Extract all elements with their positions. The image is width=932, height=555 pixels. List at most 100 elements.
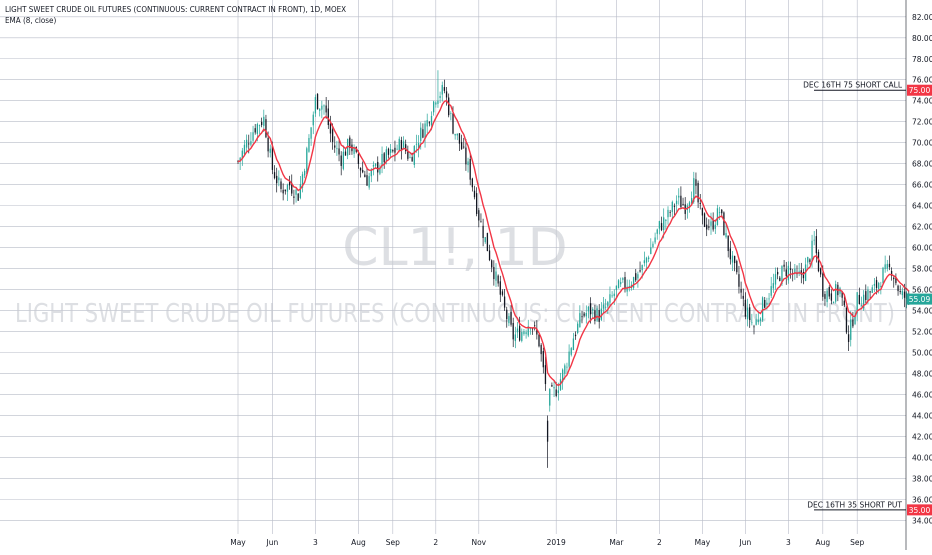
candle-body (761, 297, 764, 321)
candle-body (344, 151, 347, 156)
watermark-description: LIGHT SWEET CRUDE OIL FUTURES (CONTINUOU… (15, 299, 895, 329)
candle-body (555, 389, 557, 396)
candle-body (598, 310, 600, 322)
candle-body (693, 178, 695, 202)
candle-body (415, 143, 418, 145)
candle-body (701, 207, 704, 216)
candle-body (759, 318, 762, 321)
candle-body (452, 113, 454, 134)
candle-body (880, 285, 882, 287)
candle-body (430, 116, 433, 126)
price-tick-label: 74.00 (912, 97, 932, 106)
candle-body (835, 284, 837, 302)
candle-body (396, 148, 398, 150)
candle-body (665, 219, 667, 222)
candle-body (437, 100, 439, 104)
candle-body (628, 286, 630, 287)
candle-body (906, 292, 908, 299)
candle-body (888, 263, 891, 268)
price-tick-label: 72.00 (912, 118, 932, 127)
candle-body (523, 331, 525, 335)
candle-body (321, 105, 323, 110)
candle-body (263, 116, 265, 126)
candle-body (301, 174, 304, 188)
candle-body (433, 101, 435, 113)
candle-body (807, 257, 809, 263)
watermark-symbol: CL1!, 1D (342, 218, 567, 278)
candle-body (428, 122, 430, 124)
price-tick-label: 80.00 (912, 34, 932, 43)
candle-body (725, 233, 727, 238)
indicator-legend[interactable]: EMA (8, close) (5, 16, 57, 25)
candle-body (491, 260, 493, 268)
candle-body (327, 108, 329, 126)
candle-body (383, 153, 385, 163)
candle-body (850, 319, 852, 340)
candle-body (265, 119, 267, 138)
candle-body (314, 97, 317, 114)
candle-body (617, 280, 620, 289)
time-tick-label: Sep (850, 538, 864, 547)
candle-body (325, 105, 327, 113)
candle-body (592, 308, 594, 311)
candle-body (353, 147, 355, 154)
candle-body (299, 184, 301, 198)
candle-body (635, 273, 637, 281)
candle-body (261, 122, 263, 126)
candle-body (508, 316, 510, 324)
level-label: DEC 16TH 35 SHORT PUT (807, 500, 902, 509)
candle-body (645, 257, 648, 263)
candle-body (710, 221, 712, 226)
level-price-tag (907, 84, 932, 96)
candle-body (506, 309, 508, 319)
candle-body (407, 150, 409, 159)
candle-body (817, 252, 820, 272)
candle-body (295, 189, 297, 195)
candle-body (600, 308, 602, 320)
price-tick-label: 82.00 (912, 13, 932, 22)
candle-body (417, 143, 420, 148)
candle-body (641, 265, 643, 271)
candle-body (706, 224, 708, 230)
candle-body (471, 178, 473, 188)
price-tick-label: 54.00 (912, 307, 932, 316)
candle-body (450, 113, 452, 114)
candle-body (282, 189, 284, 194)
candle-body (411, 157, 413, 162)
candle-body (873, 283, 876, 286)
price-tick-label: 44.00 (912, 411, 932, 420)
price-axis[interactable]: 82.00 80.00 78.00 76.00 74.00 72.00 70.00 68.00… (912, 13, 932, 526)
candle-body (392, 149, 394, 152)
time-tick-label: 3 (786, 538, 791, 547)
candle-body (286, 184, 289, 192)
candle-body (895, 277, 897, 284)
candle-body (239, 157, 241, 162)
candle-body (839, 287, 841, 294)
candle-body (587, 306, 590, 312)
candle-body (570, 348, 572, 355)
candle-body (349, 137, 351, 148)
candle-body (772, 283, 774, 289)
candle-body (744, 299, 747, 317)
time-axis[interactable]: May Jun 3 Aug Sep 2 Nov 2019 Mar 2 May Jun 3 Aug Sep (230, 538, 864, 547)
candle-body (583, 313, 585, 316)
candle-body (830, 293, 833, 301)
price-tags: 75.00 35.00 55.09 (907, 84, 932, 516)
candle-body (476, 193, 478, 214)
candle-body (749, 307, 751, 321)
candle-body (774, 274, 777, 285)
candle-body (510, 312, 512, 325)
candle-body (280, 181, 282, 189)
candle-body (316, 93, 319, 110)
price-tick-label: 58.00 (912, 265, 932, 274)
candle-body (714, 224, 716, 229)
candle-body (800, 270, 802, 275)
candle-body (699, 202, 701, 204)
candle-body (878, 282, 880, 290)
candle-body (529, 328, 532, 330)
candle-body (777, 271, 779, 275)
candlestick-series (237, 70, 910, 468)
candle-body (398, 138, 400, 151)
